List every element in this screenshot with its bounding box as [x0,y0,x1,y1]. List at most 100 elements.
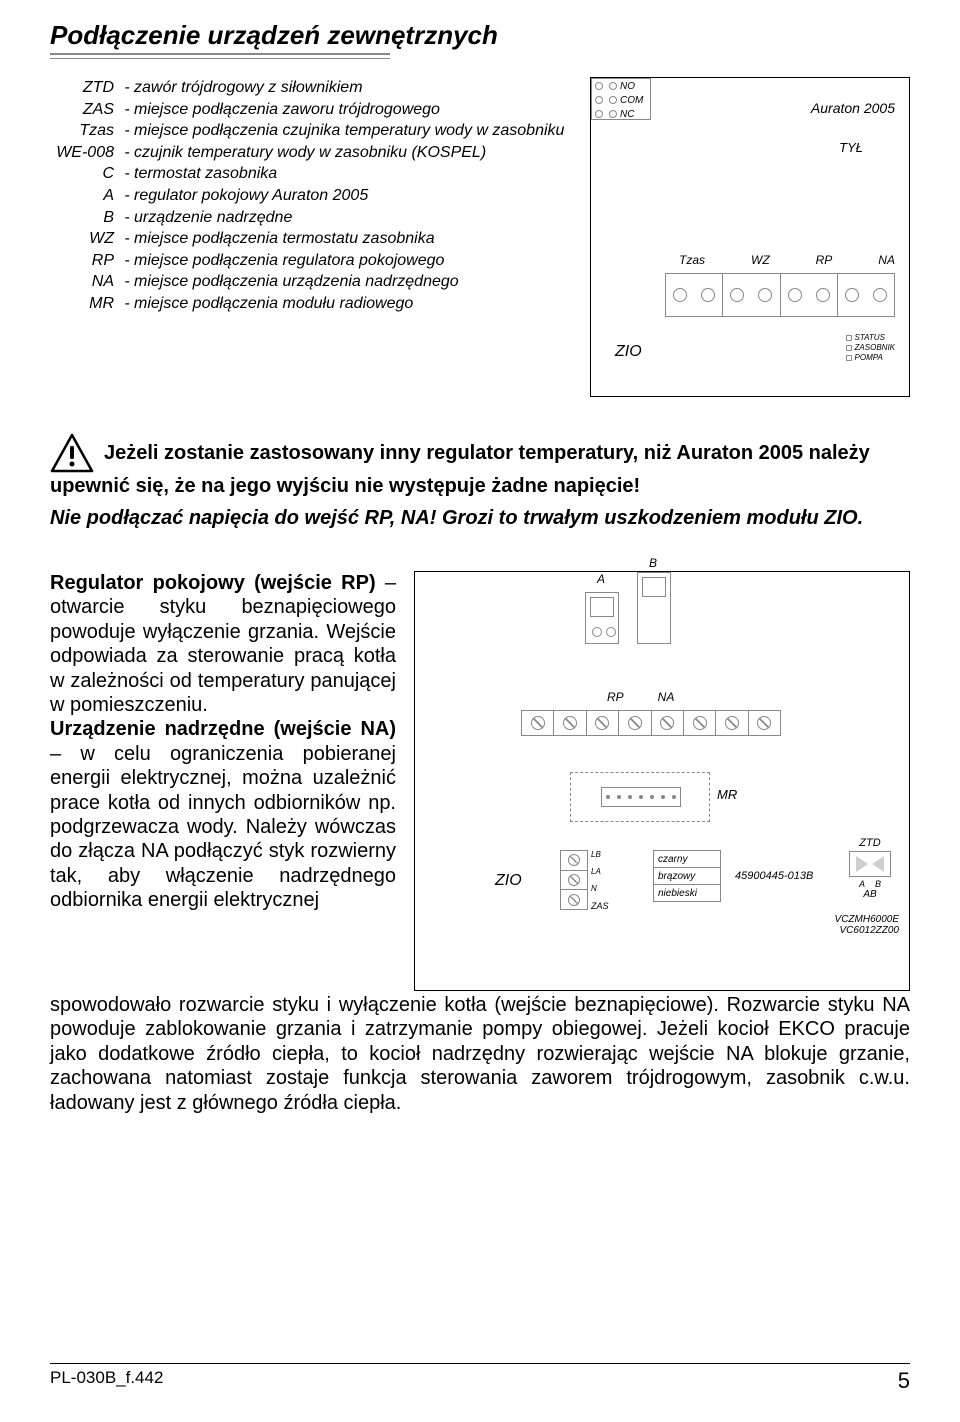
definition-key: B [50,207,120,229]
zio-label: ZIO [615,343,642,361]
diagram-wiring: A RP NA MR ZIO LB LA N ZAS czarny brązow… [414,571,910,991]
page-footer: PL-030B_f.442 5 [50,1363,910,1394]
page-number: 5 [898,1368,910,1394]
mr-label: MR [717,787,737,802]
mid-text: Regulator pokojowy (wejście RP) – otwarc… [50,571,396,991]
ztd-ab: AB [845,889,895,900]
relay-no-label: NO [620,81,635,92]
screw-terminals [521,710,781,736]
mr-connector [570,772,710,822]
definition-key: MR [50,293,120,315]
definition-key: NA [50,271,120,293]
definition-value: miejsce podłączenia czujnika temperatury… [134,120,570,142]
definition-row: MR-miejsce podłączenia modułu radiowego [50,293,570,315]
wire-brown: brązowy [654,868,720,885]
relay-nc-label: NC [620,109,634,120]
na-label: NA [658,690,675,704]
doc-code: PL-030B_f.442 [50,1368,163,1394]
wire-black: czarny [654,851,720,868]
page-title: Podłączenie urządzeń zewnętrznych [50,20,910,51]
valve-model: VCZMH6000E VC6012ZZ00 [835,914,899,936]
definition-row: WE-008-czujnik temperatury wody w zasobn… [50,142,570,164]
mid-paragraph: Regulator pokojowy (wejście RP) – otwarc… [50,571,396,717]
definition-row: ZAS-miejsce podłączenia zaworu trójdrogo… [50,99,570,121]
led-pompa: POMPA [855,353,883,363]
relay-com-label: COM [620,95,643,106]
part-number: 45900445-013B [735,870,813,882]
top-section: ZTD-zawór trójdrogowy z siłownikiemZAS-m… [50,77,910,397]
definition-dash: - [120,77,134,99]
zio-label-2: ZIO [495,872,522,890]
definition-dash: - [120,99,134,121]
ztd-label: ZTD [845,837,895,849]
definition-key: C [50,163,120,185]
terminal-labels: Tzas WZ RP NA [679,253,895,267]
rp-label: RP [607,690,624,704]
diagram-zio-back: NO COM NC Auraton 2005 TYŁ Tzas WZ RP NA… [590,77,910,397]
vc-2: VC6012ZZ00 [835,925,899,936]
connector-a-label: A [597,572,605,586]
definition-dash: - [120,163,134,185]
definition-dash: - [120,293,134,315]
terminal-rp: RP [816,253,833,267]
terminal-wz: WZ [751,253,770,267]
definition-value: czujnik temperatury wody w zasobniku (KO… [134,142,570,164]
relay-terminal-block: NO COM NC [591,78,651,120]
warning-noconnect: Nie podłączać napięcia do wejść RP, NA! … [50,505,910,531]
definition-value: miejsce podłączenia termostatu zasobnika [134,228,570,250]
definition-dash: - [120,250,134,272]
definition-value: urządzenie nadrzędne [134,207,570,229]
ztd-a: A [859,879,865,889]
definition-row: RP-miejsce podłączenia regulatora pokojo… [50,250,570,272]
terminal-block [665,273,895,317]
definition-row: ZTD-zawór trójdrogowy z siłownikiem [50,77,570,99]
definition-value: miejsce podłączenia modułu radiowego [134,293,570,315]
definition-key: A [50,185,120,207]
definition-key: RP [50,250,120,272]
definition-key: Tzas [50,120,120,142]
definition-value: regulator pokojowy Auraton 2005 [134,185,570,207]
definition-row: Tzas-miejsce podłączenia czujnika temper… [50,120,570,142]
connector-a [585,592,619,644]
connector-b [637,572,671,644]
mid-section: Regulator pokojowy (wejście RP) – otwarc… [50,571,910,991]
pwr-la: LA [591,867,609,876]
definitions-list: ZTD-zawór trójdrogowy z siłownikiemZAS-m… [50,77,570,397]
definition-value: termostat zasobnika [134,163,570,185]
led-zasobnik: ZASOBNIK [855,343,895,353]
definition-value: zawór trójdrogowy z siłownikiem [134,77,570,99]
definition-row: WZ-miejsce podłączenia termostatu zasobn… [50,228,570,250]
zas-label: ZAS [591,901,609,911]
mid-paragraph: Urządzenie nadrzędne (wejście NA) – w ce… [50,717,396,912]
definition-key: WE-008 [50,142,120,164]
power-labels: LB LA N ZAS [591,850,609,911]
definition-value: miejsce podłączenia regulatora pokojoweg… [134,250,570,272]
ztd-b: B [875,879,881,889]
back-label: TYŁ [839,140,863,155]
definition-key: WZ [50,228,120,250]
warning-block: Jeżeli zostanie zastosowany inny regulat… [50,433,910,499]
definition-key: ZAS [50,99,120,121]
warning-icon [50,433,94,473]
definition-value: miejsce podłączenia zaworu trójdrogowego [134,99,570,121]
terminal-na: NA [878,253,895,267]
definition-row: B-urządzenie nadrzędne [50,207,570,229]
warning-text: Jeżeli zostanie zastosowany inny regulat… [50,442,870,497]
vc-1: VCZMH6000E [835,914,899,925]
definition-value: miejsce podłączenia urządzenia nadrzędne… [134,271,570,293]
definition-row: A-regulator pokojowy Auraton 2005 [50,185,570,207]
status-leds: STATUS ZASOBNIK POMPA [846,333,895,363]
definition-dash: - [120,142,134,164]
auraton-label: Auraton 2005 [811,100,895,116]
title-underline [50,53,390,59]
bottom-paragraph: spowodowało rozwarcie styku i wyłączenie… [50,993,910,1115]
led-status: STATUS [855,333,885,343]
definition-row: NA-miejsce podłączenia urządzenia nadrzę… [50,271,570,293]
definition-dash: - [120,185,134,207]
definition-row: C-termostat zasobnika [50,163,570,185]
definition-dash: - [120,120,134,142]
definition-dash: - [120,228,134,250]
wire-colors: czarny brązowy niebieski [653,850,721,902]
wire-blue: niebieski [654,885,720,901]
definition-dash: - [120,271,134,293]
